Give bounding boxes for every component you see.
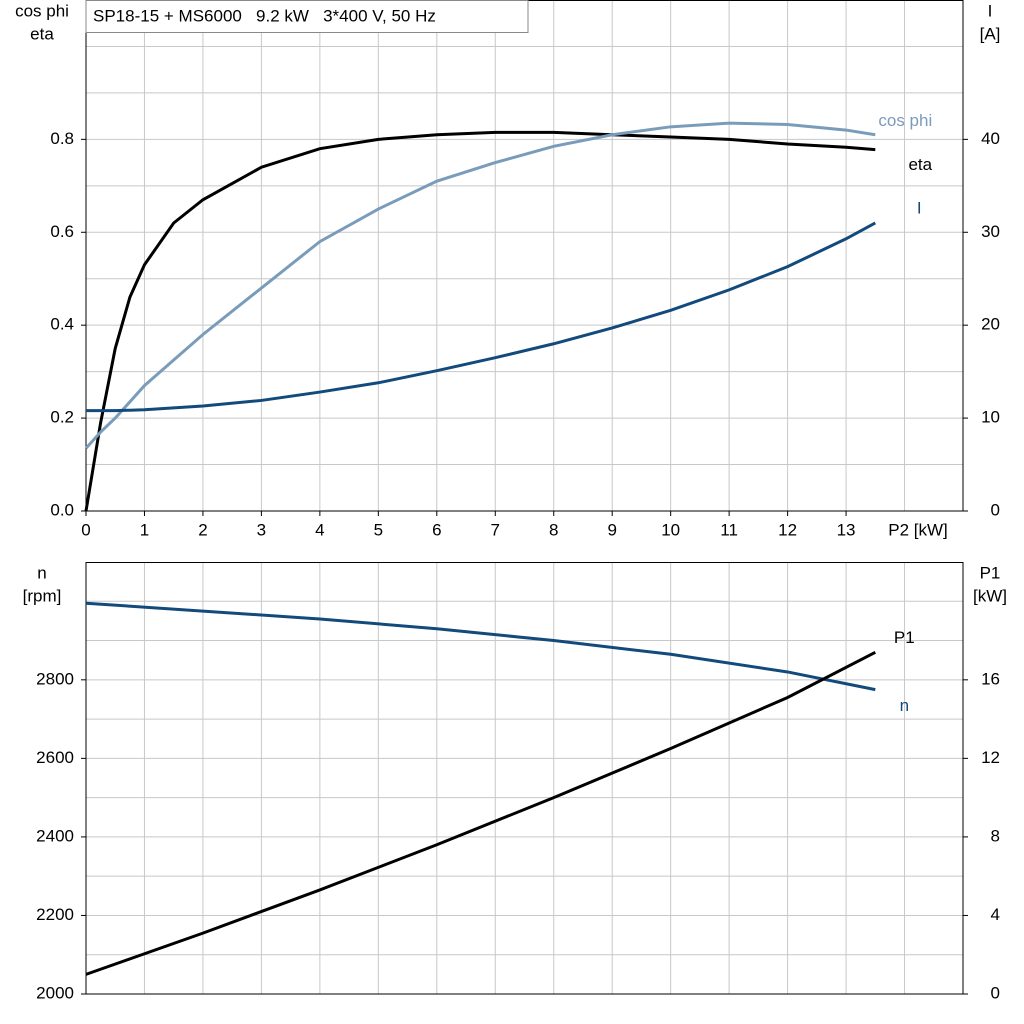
y2-tick-label: 4	[991, 905, 1000, 924]
x-tick-label: 1	[140, 520, 149, 539]
x-tick-label: 13	[837, 520, 856, 539]
y2-axis-label: [A]	[980, 24, 1001, 43]
y2-tick-label: 0	[991, 983, 1000, 1002]
x-tick-label: 2	[198, 520, 207, 539]
x-tick-label: 12	[778, 520, 797, 539]
series-line	[85, 601, 876, 692]
x-tick-label: 10	[661, 520, 680, 539]
y-tick-label: 2000	[36, 983, 74, 1002]
y2-tick-label: 16	[981, 669, 1000, 688]
y-axis-label: eta	[30, 24, 54, 43]
y2-tick-label: 0	[991, 500, 1000, 519]
series-line	[85, 650, 876, 976]
y-tick-label: 2600	[36, 748, 74, 767]
x-tick-label: 6	[432, 520, 441, 539]
y-tick-label: 0.4	[50, 315, 74, 334]
chart-title: SP18-15 + MS6000 9.2 kW 3*400 V, 50 Hz	[93, 6, 436, 25]
y-axis-label: n	[37, 563, 46, 582]
x-tick-label: 0	[81, 520, 90, 539]
y2-tick-label: 20	[981, 315, 1000, 334]
x-tick-label: 3	[257, 520, 266, 539]
x-tick-label: 11	[720, 520, 738, 539]
y2-axis-label: [kW]	[973, 586, 1007, 605]
y-tick-label: 0.0	[50, 500, 74, 519]
x-tick-label: 7	[491, 520, 500, 539]
x-tick-label: 5	[374, 520, 383, 539]
y-tick-label: 2400	[36, 826, 74, 845]
y2-axis-label: I	[988, 1, 993, 20]
series-label: cos phi	[878, 111, 932, 130]
y2-tick-label: 10	[981, 408, 1000, 427]
y2-axis-label: P1	[980, 563, 1001, 582]
x-axis-label: P2 [kW]	[888, 520, 948, 539]
plot-frame	[85, 0, 964, 512]
plot-frame	[85, 562, 964, 995]
y-tick-label: 0.8	[50, 129, 74, 148]
series-label: eta	[908, 155, 932, 174]
y-axis-label: [rpm]	[23, 586, 62, 605]
x-tick-label: 4	[315, 520, 324, 539]
series-line	[84, 130, 876, 512]
series-line	[86, 221, 877, 413]
y2-tick-label: 12	[981, 748, 1000, 767]
title-box	[85, 0, 529, 33]
y2-tick-label: 8	[991, 826, 1000, 845]
y-tick-label: 0.6	[50, 222, 74, 241]
y2-tick-label: 30	[981, 222, 1000, 241]
series-line	[84, 121, 876, 450]
y2-tick-label: 40	[981, 129, 1000, 148]
series-label: I	[917, 198, 922, 217]
y-tick-label: 0.2	[50, 408, 74, 427]
x-tick-label: 8	[549, 520, 558, 539]
series-label: P1	[894, 628, 915, 647]
series-label: n	[900, 696, 909, 715]
x-tick-label: 9	[607, 520, 616, 539]
y-axis-label: cos phi	[15, 1, 69, 20]
y-tick-label: 2800	[36, 669, 74, 688]
y-tick-label: 2200	[36, 905, 74, 924]
